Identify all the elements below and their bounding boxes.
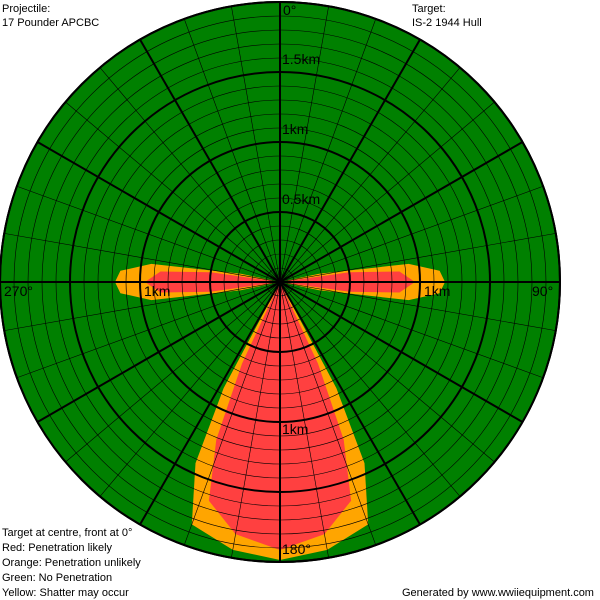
bearing-line bbox=[4, 281, 281, 331]
legend-3: Green: No Penetration bbox=[2, 572, 112, 584]
bearing-line bbox=[4, 233, 281, 283]
bearing-line bbox=[279, 39, 421, 283]
bearing-line bbox=[279, 185, 544, 283]
bearing-line bbox=[279, 281, 544, 379]
bearing-line bbox=[139, 39, 281, 283]
bearing-line bbox=[279, 101, 495, 283]
bearing-90: 90° bbox=[532, 283, 553, 299]
legend-1: Red: Penetration likely bbox=[2, 542, 113, 554]
range-left: 1km bbox=[144, 283, 170, 299]
bearing-line bbox=[279, 281, 461, 497]
range-1km: 1km bbox=[282, 121, 308, 137]
bearing-line bbox=[279, 281, 329, 558]
bearing-line bbox=[279, 233, 556, 283]
target-name: IS-2 1944 Hull bbox=[412, 17, 482, 29]
bearing-line bbox=[37, 141, 281, 283]
bearing-line bbox=[65, 101, 281, 283]
bearing-270: 270° bbox=[4, 283, 33, 299]
range-bottom: 1km bbox=[282, 421, 308, 437]
credit: Generated by www.wwiiequipment.com bbox=[402, 587, 594, 599]
bearing-line bbox=[279, 281, 556, 331]
grid bbox=[0, 1, 561, 563]
bearing-line bbox=[183, 281, 281, 546]
projectile-name: 17 Pounder APCBC bbox=[2, 17, 99, 29]
range-0-5km: 0.5km bbox=[282, 191, 320, 207]
legend-0: Target at centre, front at 0° bbox=[2, 527, 132, 539]
bearing-line bbox=[99, 67, 281, 283]
bearing-line bbox=[231, 281, 281, 558]
range-1-5km: 1.5km bbox=[282, 51, 320, 67]
bearing-line bbox=[279, 281, 377, 546]
bearing-line bbox=[279, 281, 495, 463]
bearing-line bbox=[139, 281, 281, 525]
bearing-line bbox=[279, 6, 329, 283]
bearing-line bbox=[99, 281, 281, 497]
range-right: 1km bbox=[424, 283, 450, 299]
legend-4: Yellow: Shatter may occur bbox=[2, 587, 129, 599]
projectile-label: Projectile: bbox=[2, 3, 50, 15]
bearing-line bbox=[279, 67, 461, 283]
bearing-line bbox=[183, 18, 281, 283]
target-label: Target: bbox=[412, 3, 446, 15]
bearing-line bbox=[231, 6, 281, 283]
bearing-line bbox=[279, 281, 523, 423]
bearing-0: 0° bbox=[283, 2, 296, 18]
bearing-line bbox=[65, 281, 281, 463]
bearing-line bbox=[279, 18, 377, 283]
legend-2: Orange: Penetration unlikely bbox=[2, 557, 141, 569]
bearing-line bbox=[279, 141, 523, 283]
bearing-line bbox=[16, 185, 281, 283]
bearing-line bbox=[37, 281, 281, 423]
bearing-line bbox=[279, 281, 421, 525]
bearing-180: 180° bbox=[282, 541, 311, 557]
bearing-line bbox=[16, 281, 281, 379]
